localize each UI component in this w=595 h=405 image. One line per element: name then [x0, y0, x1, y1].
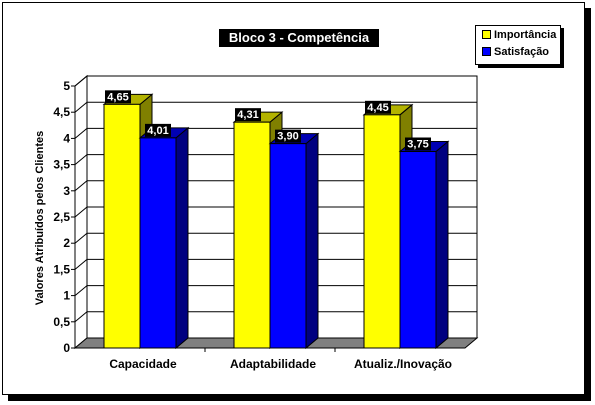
data-label: 4,65 [105, 90, 131, 104]
gridline-side [74, 101, 88, 113]
y-tick-label: 3,5 [53, 158, 70, 172]
gridline-side [74, 311, 88, 323]
bar-satisfação-1 [268, 132, 320, 350]
legend-item-satisfacao: Satisfação [476, 43, 560, 60]
gridline-side [74, 180, 88, 192]
bar-front [269, 143, 307, 349]
bar-side [175, 126, 189, 350]
legend-item-importancia: Importância [476, 26, 560, 43]
legend-swatch-importancia [482, 30, 491, 39]
x-tick-label: Adaptabilidade [230, 357, 316, 371]
legend-label-satisfacao: Satisfação [494, 45, 550, 58]
data-label-background [365, 100, 391, 114]
data-label: 3,75 [405, 137, 431, 151]
data-label-background [275, 129, 301, 143]
data-label-text: 4,45 [367, 102, 388, 114]
data-label: 3,90 [275, 129, 301, 143]
data-label-text: 4,31 [237, 109, 258, 121]
data-label: 4,01 [145, 123, 171, 137]
gridline-side [74, 285, 88, 296]
gridline-side [74, 206, 88, 218]
bar-front [399, 151, 437, 349]
chart-title-background [219, 29, 379, 47]
data-label-background [405, 137, 431, 151]
gridline-side [74, 154, 88, 165]
data-label-text: 4,01 [147, 125, 168, 137]
y-tick-label: 2,5 [53, 210, 70, 224]
x-tick-label: Atualiz./Inovação [354, 357, 452, 371]
bar-front [233, 121, 271, 349]
data-label: 4,45 [365, 100, 391, 114]
bar-front [103, 103, 141, 349]
x-tick-label: Capacidade [109, 357, 177, 371]
y-tick-label: 3 [63, 184, 70, 198]
gridline-side [74, 259, 88, 270]
gridline-side [74, 75, 88, 87]
bar-side [435, 140, 449, 350]
y-tick-label: 4,5 [53, 105, 70, 119]
bar-satisfação-0 [138, 126, 190, 350]
y-tick-label: 4 [63, 131, 70, 145]
y-tick-label: 0,5 [53, 315, 70, 329]
y-tick-label: 5 [63, 79, 70, 93]
bar-front [363, 114, 401, 349]
data-label-text: 3,75 [407, 139, 428, 151]
y-tick-label: 0 [63, 341, 70, 355]
y-axis-label: Valores Atribuídos pelos Clientes [34, 131, 46, 305]
data-label-background [145, 123, 171, 137]
legend: Importância Satisfação [475, 25, 561, 65]
bar-side [305, 132, 319, 350]
y-tick-label: 1,5 [53, 262, 70, 276]
legend-swatch-satisfacao [482, 47, 491, 56]
y-tick-label: 1 [63, 289, 70, 303]
data-label-background [235, 108, 261, 122]
bar-front [139, 137, 177, 349]
data-label-text: 3,90 [277, 131, 298, 143]
data-label-background [105, 90, 131, 104]
legend-label-importancia: Importância [494, 28, 557, 41]
data-label-text: 4,65 [107, 91, 128, 103]
gridline-side [74, 128, 88, 139]
gridline-side [74, 232, 88, 244]
y-tick-label: 2 [63, 236, 70, 250]
data-label: 4,31 [235, 108, 261, 122]
bar-satisfação-2 [398, 140, 450, 350]
chart-title: Bloco 3 - Competência [229, 30, 370, 45]
